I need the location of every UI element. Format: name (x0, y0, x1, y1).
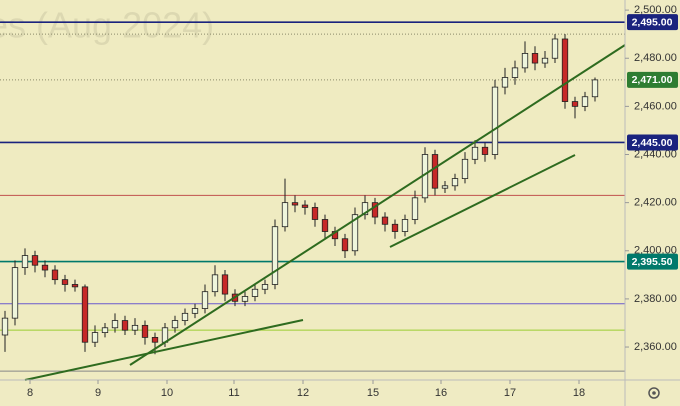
trend-line (129, 44, 626, 366)
candle-body (1, 317, 9, 336)
candle-body (561, 38, 569, 102)
candle-body (531, 53, 539, 64)
price-label-box (627, 71, 678, 88)
candle-body (111, 320, 119, 329)
plot-area (0, 0, 625, 380)
candle-body (431, 154, 439, 189)
x-tick-label: 11 (228, 387, 239, 399)
candle-body (291, 202, 299, 206)
candle-body (451, 178, 459, 187)
settings-icon[interactable] (648, 387, 660, 399)
watermark: es (Aug 2024) (0, 5, 214, 46)
candle-body (11, 267, 19, 319)
candle-body (241, 296, 249, 302)
candle-body (411, 197, 419, 220)
price-label: 2,471.00 (632, 74, 673, 86)
price-label-box (627, 134, 678, 151)
y-tick-label: 2,460.00 (634, 100, 677, 112)
candle-body (381, 216, 389, 225)
candle-body (541, 57, 549, 64)
candle-body (391, 223, 399, 232)
candle-body (361, 202, 369, 216)
candle-body (371, 202, 379, 218)
candle-body (461, 158, 469, 179)
price-label: 2,495.00 (632, 16, 673, 28)
price-label: 2,395.50 (632, 256, 673, 268)
trend-lines (24, 44, 626, 381)
trend-line (24, 319, 304, 381)
x-tick-label: 16 (435, 387, 447, 399)
candle-body (131, 324, 139, 331)
x-tick-label: 12 (297, 387, 309, 399)
candle-body (281, 202, 289, 228)
x-tick-label: 10 (161, 387, 173, 399)
x-tick-label: 17 (504, 387, 516, 399)
candle-body (81, 286, 89, 343)
settings-icon-dot (652, 391, 656, 395)
candle-body (91, 332, 99, 343)
candle-body (71, 284, 79, 288)
candle-body (41, 264, 49, 271)
candle-body (321, 219, 329, 232)
candle-body (481, 146, 489, 155)
candle-body (501, 77, 509, 88)
candle-body (271, 226, 279, 285)
candle-body (551, 38, 559, 59)
x-tick-label: 18 (573, 387, 585, 399)
candle-body (441, 185, 449, 189)
candle-body (151, 337, 159, 343)
candle-body (21, 255, 29, 269)
candle-body (511, 67, 519, 78)
candle-body (251, 288, 259, 297)
trend-line (389, 154, 576, 248)
y-tick-label: 2,400.00 (634, 245, 677, 257)
candle-body (311, 207, 319, 220)
y-tick-label: 2,360.00 (634, 341, 677, 353)
candle-body (121, 320, 129, 331)
candle-body (351, 214, 359, 252)
x-tick-label: 15 (367, 387, 379, 399)
candle-body (521, 53, 529, 69)
candle-body (591, 79, 599, 98)
x-tick-label: 8 (27, 387, 33, 399)
price-label: 2,445.00 (632, 137, 673, 149)
price-label-box (627, 253, 678, 270)
candle-body (581, 96, 589, 107)
candle-body (141, 324, 149, 338)
candle-body (51, 269, 59, 281)
candle-body (211, 274, 219, 293)
x-tick-label: 9 (95, 387, 101, 399)
candle-body (191, 308, 199, 314)
candle-body (401, 219, 409, 232)
candle-body (341, 238, 349, 252)
candle-body (201, 291, 209, 309)
candle-body (181, 312, 189, 321)
y-tick-label: 2,380.00 (634, 293, 677, 305)
candle-body (101, 327, 109, 333)
candle-body (221, 274, 229, 295)
candle-body (471, 146, 479, 160)
candle-body (491, 86, 499, 155)
price-label-box (627, 14, 678, 31)
candle-body (571, 101, 579, 107)
candle-body (301, 204, 309, 208)
y-tick-label: 2,420.00 (634, 197, 677, 209)
candle-body (261, 284, 269, 290)
candle-body (61, 279, 69, 285)
y-tick-label: 2,480.00 (634, 52, 677, 64)
y-tick-label: 2,500.00 (634, 4, 677, 16)
candle-body (171, 320, 179, 329)
y-tick-label: 2,440.00 (634, 148, 677, 160)
candle-body (31, 255, 39, 266)
